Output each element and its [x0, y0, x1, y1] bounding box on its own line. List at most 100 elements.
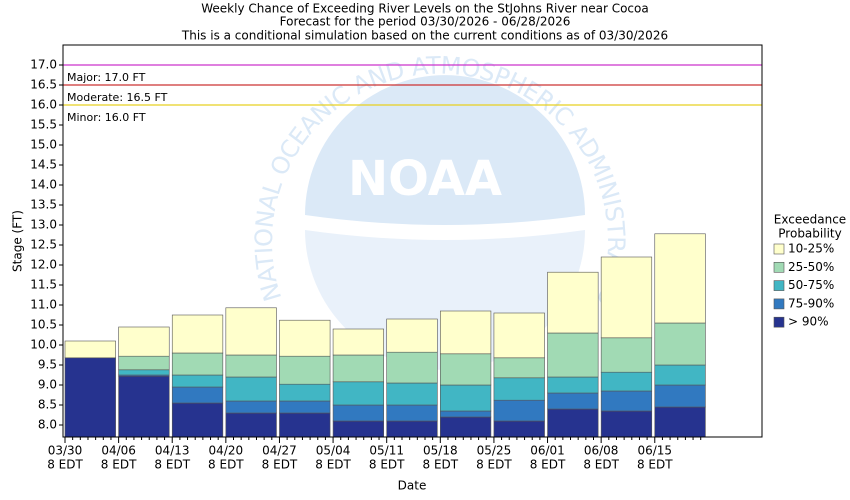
threshold-label: Minor: 16.0 FT [67, 111, 146, 124]
y-tick-label: 13.0 [30, 218, 57, 232]
bar-segment [279, 319, 331, 357]
bar-segment [332, 354, 384, 383]
y-tick-label: 10.0 [30, 338, 57, 352]
x-tick-sublabel: 8 EDT [154, 458, 190, 472]
legend-swatch [773, 280, 785, 291]
bar-segment [171, 402, 224, 438]
y-tick-label: 9.0 [38, 378, 57, 392]
bar-segment [493, 357, 545, 379]
y-tick-label: 14.5 [30, 158, 57, 172]
x-tick-sublabel: 8 EDT [315, 458, 351, 472]
bar-segment [332, 420, 384, 438]
bar-segment [440, 353, 492, 386]
y-tick-label: 17.0 [30, 58, 57, 72]
threshold-label: Major: 17.0 FT [67, 71, 146, 84]
bar-segment [64, 357, 116, 438]
bar-segment [493, 399, 545, 422]
bar-segment [493, 312, 545, 359]
bar-segment [600, 337, 653, 373]
x-tick-label: 06/15 [637, 444, 672, 458]
bar-segment [386, 318, 438, 353]
y-axis-label: Stage (FT) [11, 210, 25, 272]
bar-segment [654, 322, 706, 366]
x-tick-label: 06/08 [584, 444, 619, 458]
bar-segment [386, 382, 438, 406]
y-tick-label: 8.5 [38, 398, 57, 412]
x-tick-sublabel: 8 EDT [369, 458, 405, 472]
bar-segment [225, 376, 277, 402]
bar-segment [600, 410, 653, 438]
legend-label: 25-50% [788, 260, 834, 274]
x-tick-label: 05/25 [477, 444, 512, 458]
bar-segment [225, 354, 277, 378]
legend-label: 10-25% [788, 242, 834, 256]
title-line: Forecast for the period 03/30/2026 - 06/… [280, 15, 571, 29]
x-tick-sublabel: 8 EDT [101, 458, 137, 472]
bar-segment [547, 408, 599, 438]
x-tick-sublabel: 8 EDT [47, 458, 83, 472]
bar-segment [118, 326, 170, 357]
x-tick-sublabel: 8 EDT [637, 458, 673, 472]
bar-segment [225, 400, 277, 414]
bar-segment [493, 377, 545, 401]
y-tick-label: 14.0 [30, 178, 57, 192]
x-tick-label: 04/06 [101, 444, 136, 458]
bar-segment [171, 374, 224, 388]
title-line: Weekly Chance of Exceeding River Levels … [201, 2, 648, 16]
bar-segment [547, 332, 599, 378]
bar-segment [279, 412, 331, 438]
legend-swatch [773, 316, 785, 328]
bar-segment [547, 376, 599, 394]
bar-segment [225, 307, 277, 356]
bar-segment [493, 420, 545, 438]
x-tick-sublabel: 8 EDT [530, 458, 566, 472]
bar-segment [547, 392, 599, 410]
bar-segment [171, 314, 224, 354]
bar-segment [332, 404, 384, 422]
legend-label: 50-75% [788, 278, 834, 292]
bar-segment [600, 371, 653, 392]
x-tick-label: 04/13 [155, 444, 190, 458]
bar-segment [171, 386, 224, 404]
y-tick-label: 9.5 [38, 358, 57, 372]
legend-swatch [773, 243, 785, 255]
bar-segment [225, 412, 277, 438]
y-tick-label: 16.0 [30, 98, 57, 112]
x-tick-label: 04/20 [209, 444, 244, 458]
y-tick-label: 13.5 [30, 198, 57, 212]
bar-segment [654, 233, 706, 324]
bar-segment [654, 384, 706, 408]
bar-segment [440, 310, 492, 355]
y-tick-label: 10.5 [30, 318, 57, 332]
legend-swatch [773, 298, 785, 310]
y-tick-label: 8.0 [38, 418, 57, 432]
y-tick-label: 15.0 [30, 138, 57, 152]
bar-segment [440, 410, 492, 418]
bar-segment [440, 416, 492, 438]
legend-label: 75-90% [788, 296, 834, 310]
x-tick-label: 05/04 [316, 444, 351, 458]
plot-frame [62, 44, 763, 438]
bar-segment [386, 420, 438, 438]
bar-segment [386, 404, 438, 422]
bar-segment [118, 375, 170, 438]
y-tick-label: 11.5 [30, 278, 57, 292]
bar-segment [600, 390, 653, 412]
x-tick-label: 06/01 [530, 444, 565, 458]
threshold-label: Moderate: 16.5 FT [67, 91, 168, 104]
watermark-logo: NOAA [348, 151, 502, 207]
bar-segment [118, 355, 170, 371]
bar-segment [279, 355, 331, 385]
x-tick-sublabel: 8 EDT [423, 458, 459, 472]
legend-title: Probability [778, 227, 841, 241]
x-tick-label: 05/11 [369, 444, 404, 458]
bar-segment [332, 328, 384, 356]
x-tick-sublabel: 8 EDT [262, 458, 298, 472]
legend-title: Exceedance [774, 213, 846, 227]
legend-label: > 90% [788, 315, 829, 329]
x-tick-label: 03/30 [48, 444, 83, 458]
legend-swatch [773, 261, 785, 273]
y-tick-label: 12.5 [30, 238, 57, 252]
